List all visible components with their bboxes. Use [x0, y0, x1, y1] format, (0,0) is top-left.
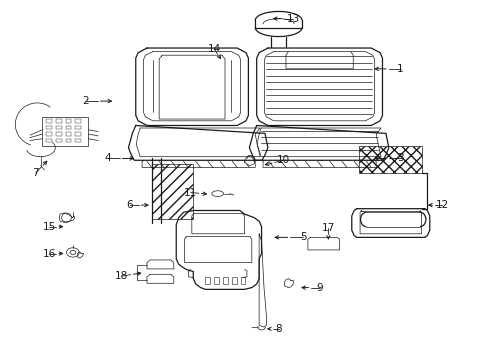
Text: 8: 8: [275, 324, 282, 334]
Text: 4: 4: [104, 153, 111, 163]
Text: 3: 3: [396, 153, 403, 163]
Bar: [65, 120, 71, 123]
Bar: [205, 277, 210, 284]
Bar: [56, 132, 61, 136]
Text: 16: 16: [43, 248, 56, 258]
Text: 18: 18: [115, 271, 128, 281]
Text: 7: 7: [32, 168, 39, 178]
Bar: [231, 277, 236, 284]
Text: 17: 17: [321, 224, 334, 233]
Bar: [46, 139, 52, 142]
Bar: [46, 126, 52, 130]
Bar: [42, 117, 88, 146]
Text: 10: 10: [276, 155, 289, 165]
Bar: [56, 126, 61, 130]
Bar: [75, 126, 81, 130]
Bar: [358, 146, 422, 173]
Text: 1: 1: [396, 64, 403, 74]
Bar: [240, 277, 245, 284]
Bar: [65, 126, 71, 130]
Text: 13: 13: [286, 14, 299, 24]
Bar: [214, 277, 219, 284]
Text: 5: 5: [299, 232, 305, 242]
Bar: [75, 139, 81, 142]
Text: 12: 12: [434, 200, 447, 210]
Bar: [223, 277, 227, 284]
Bar: [75, 120, 81, 123]
Text: 9: 9: [316, 283, 323, 293]
Text: 6: 6: [126, 200, 133, 210]
Bar: [152, 164, 193, 220]
Bar: [65, 139, 71, 142]
Text: 11: 11: [184, 188, 197, 198]
Bar: [46, 132, 52, 136]
Text: 2: 2: [82, 96, 89, 106]
Bar: [56, 120, 61, 123]
Text: 14: 14: [207, 44, 221, 54]
Text: 15: 15: [43, 222, 56, 231]
Bar: [56, 139, 61, 142]
Bar: [75, 132, 81, 136]
Bar: [65, 132, 71, 136]
Bar: [46, 120, 52, 123]
